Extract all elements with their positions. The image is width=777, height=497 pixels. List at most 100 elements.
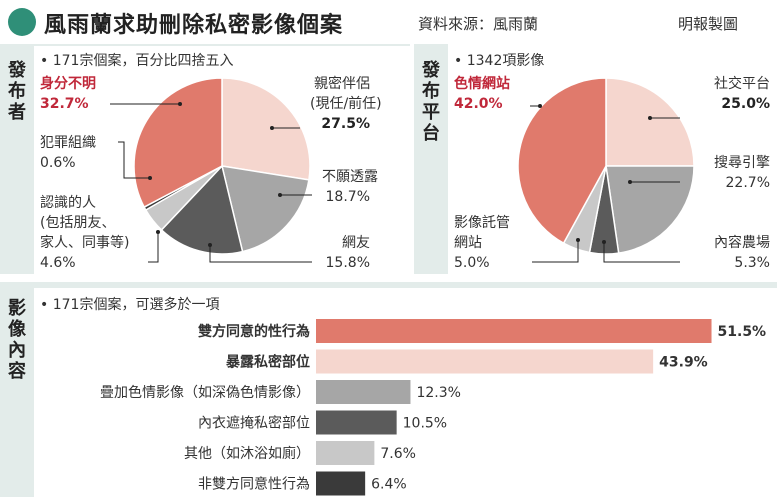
publisher-panel-label: 發布者	[8, 60, 26, 123]
publisher-label-name-2-0: 網友	[342, 235, 370, 251]
publisher-slice-0	[221, 77, 311, 181]
platform-pie-chart	[517, 77, 695, 255]
platform-leader-dot-1	[628, 180, 632, 184]
content-label-panel	[0, 288, 34, 497]
publisher-label-name-5-0: 身分不明	[40, 76, 96, 92]
content-panel-label: 影像內容	[8, 298, 26, 382]
bars: 雙方同意的性行為 51.5% 暴露私密部位 43.9% 疊加色情影像（如深偽色情影像） 1…	[100, 319, 766, 496]
publisher-label-value-5: 32.7%	[40, 96, 89, 112]
content-bar-chart: 雙方同意的性行為 51.5% 暴露私密部位 43.9% 疊加色情影像（如深偽色情影像） 1…	[100, 319, 766, 496]
platform-leader-dot-4	[538, 104, 542, 108]
platform-label-name-2-0: 內容農場	[714, 235, 770, 251]
bar-value-label-5: 6.4%	[371, 477, 407, 493]
content-note-text: 171宗個案，可選多於一項	[52, 297, 220, 313]
platform-note-text: 1342項影像	[466, 53, 545, 69]
bar-value-label-1: 43.9%	[659, 355, 708, 371]
bar-4	[316, 441, 375, 465]
publisher-label-0: 親密伴侶 (現任/前任) 27.5%	[310, 74, 382, 134]
platform-label-4: 色情網站 42.0%	[454, 74, 510, 114]
platform-label-value-1: 22.7%	[725, 175, 770, 191]
platform-label-value-4: 42.0%	[454, 96, 503, 112]
platform-leader-dot-3	[576, 238, 580, 242]
publisher-label-name-4-0: 犯罪組織	[40, 135, 96, 151]
pie-charts-svg	[110, 77, 695, 263]
section-divider	[0, 282, 777, 288]
publisher-label-panel	[0, 44, 34, 274]
source-note: 資料來源：風雨蘭	[418, 15, 539, 33]
bullet-icon: •	[454, 53, 463, 69]
publisher-leader-dot-1	[278, 193, 282, 197]
publisher-pie-chart	[133, 77, 311, 255]
publisher-label-value-2: 15.8%	[325, 255, 370, 271]
publisher-leader-3	[148, 232, 159, 263]
publisher-note-text: 171宗個案，百分比四捨五入	[52, 53, 234, 69]
bar-3	[316, 410, 397, 435]
leader-lines	[110, 102, 680, 263]
platform-label-name-1-0: 搜尋引擎	[714, 155, 770, 171]
publisher-label-name-0-1: (現任/前任)	[310, 96, 382, 112]
bar-value-label-0: 51.5%	[718, 324, 767, 340]
platform-label-panel	[414, 44, 448, 274]
platform-leader-dot-2	[602, 240, 606, 244]
title-dot-icon	[8, 8, 36, 36]
publisher-label-value-3: 4.6%	[40, 255, 76, 271]
platform-note: • 1342項影像	[454, 50, 544, 70]
publisher-label-4: 犯罪組織 0.6%	[40, 133, 96, 173]
publisher-leader-dot-5	[178, 102, 182, 106]
platform-slice-0	[605, 77, 695, 167]
bar-category-label-1: 暴露私密部位	[225, 354, 310, 371]
credit-note: 明報製圖	[678, 15, 739, 33]
bar-category-label-4: 其他（如沐浴如廁）	[184, 445, 310, 462]
platform-label-value-2: 5.3%	[734, 255, 770, 271]
publisher-label-name-3-1: (包括朋友、	[40, 215, 116, 231]
bullet-icon: •	[40, 53, 49, 69]
platform-leader-dot-0	[648, 116, 652, 120]
publisher-slice-1	[221, 165, 310, 253]
publisher-label-value-0: 27.5%	[321, 116, 370, 132]
publisher-leader-4	[118, 141, 150, 179]
platform-slice-1	[605, 165, 695, 254]
bar-category-label-3: 內衣遮掩私密部位	[198, 415, 310, 432]
publisher-label-3: 認識的人 (包括朋友、 家人、同事等) 4.6%	[40, 193, 129, 273]
platform-label-name-4-0: 色情網站	[454, 76, 510, 92]
bar-category-label-2: 疊加色情影像（如深偽色情影像）	[100, 384, 310, 401]
publisher-label-name-0-0: 親密伴侶	[314, 76, 370, 92]
bar-value-label-2: 12.3%	[416, 385, 460, 401]
bar-2	[316, 380, 411, 404]
bar-category-label-0: 雙方同意的性行為	[198, 323, 310, 340]
platform-label-1: 搜尋引擎 22.7%	[686, 153, 770, 193]
publisher-leader-dot-0	[270, 126, 274, 130]
publisher-label-1: 不願透露 18.7%	[322, 167, 378, 207]
platform-leader-3	[532, 240, 579, 263]
publisher-label-2: 網友 15.8%	[322, 233, 370, 273]
content-note: • 171宗個案，可選多於一項	[40, 294, 219, 314]
platform-label-name-3-0: 影像託管	[454, 215, 510, 231]
platform-label-2: 內容農場 5.3%	[686, 233, 770, 273]
publisher-label-value-1: 18.7%	[325, 189, 370, 205]
platform-slice-4	[517, 77, 607, 245]
platform-leader-2	[603, 242, 680, 263]
platform-label-0: 社交平台 25.0%	[686, 74, 770, 114]
publisher-label-name-3-2: 家人、同事等)	[40, 235, 130, 251]
bar-value-label-3: 10.5%	[403, 416, 447, 432]
page-title: 風雨蘭求助刪除私密影像個案	[44, 12, 344, 38]
platform-label-3: 影像託管 網站 5.0%	[454, 213, 510, 273]
publisher-label-value-4: 0.6%	[40, 155, 76, 171]
bar-5	[316, 471, 366, 496]
bar-value-label-4: 7.6%	[380, 446, 416, 462]
publisher-slice-5	[133, 77, 223, 209]
bar-0	[316, 319, 712, 343]
platform-label-name-3-1: 網站	[454, 235, 482, 251]
bullet-icon: •	[40, 297, 49, 313]
platform-panel-label: 發布平台	[422, 60, 440, 144]
publisher-note: • 171宗個案，百分比四捨五入	[40, 50, 233, 70]
bar-1	[316, 349, 654, 374]
publisher-slice-2	[160, 164, 244, 255]
publisher-leader-2	[209, 245, 312, 263]
publisher-leader-dot-4	[148, 176, 152, 180]
publisher-leader-dot-3	[156, 230, 160, 234]
bar-category-label-5: 非雙方同意性行為	[198, 476, 310, 493]
publisher-label-5: 身分不明 32.7%	[40, 74, 96, 114]
publisher-label-name-3-0: 認識的人	[40, 195, 96, 211]
publisher-leader-dot-2	[208, 243, 212, 247]
